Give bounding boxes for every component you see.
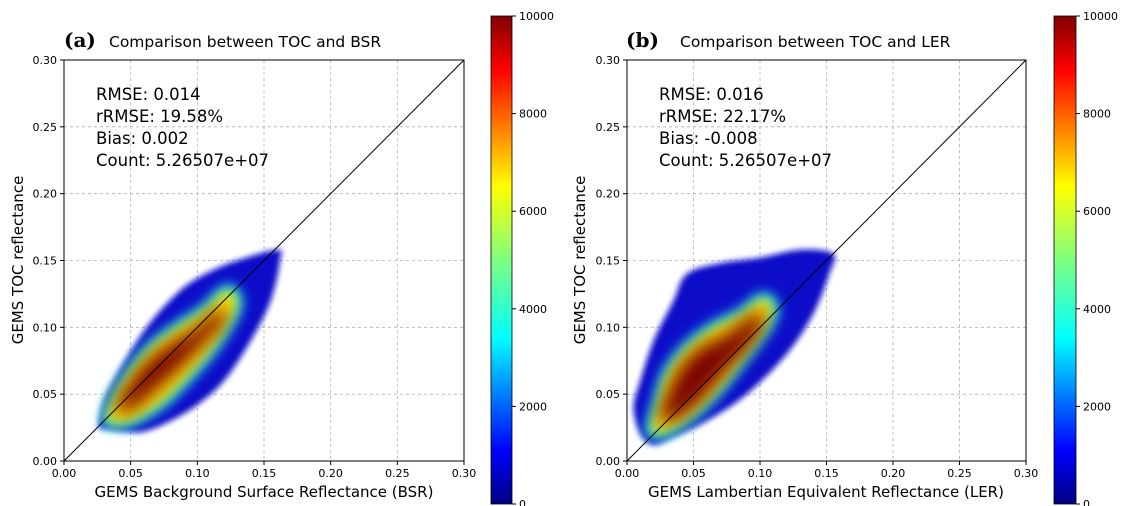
colorbar-tick-label: 4000 bbox=[1083, 303, 1111, 316]
density-region-max bbox=[658, 312, 766, 423]
x-tick-label: 0.00 bbox=[52, 467, 77, 480]
colorbar-tick-label: 6000 bbox=[519, 205, 547, 218]
panel-b-stat-count: Count: 5.26507e+07 bbox=[659, 151, 832, 170]
y-tick-label: 0.05 bbox=[33, 388, 58, 401]
x-tick-label: 0.30 bbox=[452, 467, 477, 480]
y-tick-label: 0.10 bbox=[33, 321, 58, 334]
panel-a-stat-rrmse: rRMSE: 19.58% bbox=[96, 107, 223, 126]
colorbar-tick-label: 0 bbox=[1083, 498, 1090, 506]
x-tick-label: 0.10 bbox=[748, 467, 773, 480]
panel-b-label: (b) bbox=[626, 28, 659, 52]
panel-b-stat-rrmse: rRMSE: 22.17% bbox=[659, 107, 786, 126]
y-tick-label: 0.05 bbox=[596, 388, 621, 401]
colorbar-tick-label: 4000 bbox=[519, 303, 547, 316]
colorbar-tick-label: 8000 bbox=[1083, 108, 1111, 121]
x-tick-label: 0.25 bbox=[385, 467, 410, 480]
x-tick-label: 0.15 bbox=[814, 467, 839, 480]
y-tick-label: 0.15 bbox=[33, 255, 58, 268]
y-tick-label: 0.20 bbox=[33, 188, 58, 201]
panel-a-x-axis-label: GEMS Background Surface Reflectance (BSR… bbox=[95, 483, 434, 501]
panel-b-x-axis-label: GEMS Lambertian Equivalent Reflectance (… bbox=[648, 483, 1004, 501]
y-tick-label: 0.20 bbox=[596, 188, 621, 201]
x-tick-label: 0.20 bbox=[881, 467, 906, 480]
panel-b-x-ticks: 0.00 0.05 0.10 0.15 0.20 0.25 0.30 bbox=[615, 461, 1039, 480]
panel-b-one-to-one-line bbox=[626, 59, 1027, 462]
panel-a-colorbar-ticks: 0 2000 4000 6000 8000 10000 bbox=[512, 10, 554, 506]
colorbar-tick-label: 10000 bbox=[519, 10, 554, 23]
panel-b-colorbar-ticks: 0 2000 4000 6000 8000 10000 bbox=[1076, 10, 1118, 506]
x-tick-label: 0.25 bbox=[947, 467, 972, 480]
y-tick-label: 0.25 bbox=[596, 121, 621, 134]
y-tick-label: 0.00 bbox=[33, 455, 58, 468]
y-tick-label: 0.10 bbox=[596, 321, 621, 334]
panel-a-colorbar bbox=[490, 15, 513, 505]
y-tick-label: 0.30 bbox=[596, 54, 621, 67]
panel-b-colorbar bbox=[1053, 15, 1077, 505]
panel-b-y-ticks: 0.00 0.05 0.10 0.15 0.20 0.25 0.30 bbox=[596, 54, 627, 468]
colorbar-tick-label: 6000 bbox=[1083, 205, 1111, 218]
panel-b-density bbox=[633, 249, 836, 446]
panel-a: (a) Comparison between TOC and BSR 0.00 0… bbox=[9, 10, 554, 506]
x-tick-label: 0.10 bbox=[185, 467, 210, 480]
colorbar-tick-label: 8000 bbox=[519, 108, 547, 121]
colorbar-tick-label: 2000 bbox=[519, 400, 547, 413]
x-tick-label: 0.15 bbox=[252, 467, 277, 480]
y-tick-label: 0.25 bbox=[33, 121, 58, 134]
panel-b-stat-rmse: RMSE: 0.016 bbox=[659, 85, 764, 104]
panel-a-stat-rmse: RMSE: 0.014 bbox=[96, 85, 201, 104]
x-tick-label: 0.30 bbox=[1014, 467, 1039, 480]
panel-a-label: (a) bbox=[64, 28, 96, 52]
x-tick-label: 0.20 bbox=[318, 467, 343, 480]
panel-b: (b) Comparison between TOC and LER 0.00 0… bbox=[571, 10, 1118, 506]
panel-a-title: Comparison between TOC and BSR bbox=[109, 33, 381, 51]
panel-b-stat-bias: Bias: -0.008 bbox=[659, 129, 758, 148]
panel-b-y-axis-label: GEMS TOC reflectance bbox=[571, 176, 589, 345]
panel-a-x-ticks: 0.00 0.05 0.10 0.15 0.20 0.25 0.30 bbox=[52, 461, 477, 480]
colorbar-tick-label: 2000 bbox=[1083, 400, 1111, 413]
panel-a-y-ticks: 0.00 0.05 0.10 0.15 0.20 0.25 0.30 bbox=[33, 54, 64, 468]
colorbar-tick-label: 0 bbox=[519, 498, 526, 506]
x-tick-label: 0.00 bbox=[615, 467, 640, 480]
panel-a-y-axis-label: GEMS TOC reflectance bbox=[9, 176, 27, 345]
y-tick-label: 0.15 bbox=[596, 255, 621, 268]
panel-a-one-to-one-line bbox=[63, 59, 465, 462]
panel-a-stat-bias: Bias: 0.002 bbox=[96, 129, 189, 148]
x-tick-label: 0.05 bbox=[681, 467, 706, 480]
colorbar-tick-label: 10000 bbox=[1083, 10, 1118, 23]
panel-b-title: Comparison between TOC and LER bbox=[680, 33, 951, 51]
y-tick-label: 0.00 bbox=[596, 455, 621, 468]
density-region-max bbox=[114, 307, 226, 413]
panel-a-stat-count: Count: 5.26507e+07 bbox=[96, 151, 269, 170]
y-tick-label: 0.30 bbox=[33, 54, 58, 67]
x-tick-label: 0.05 bbox=[118, 467, 143, 480]
panel-a-density bbox=[98, 249, 282, 433]
